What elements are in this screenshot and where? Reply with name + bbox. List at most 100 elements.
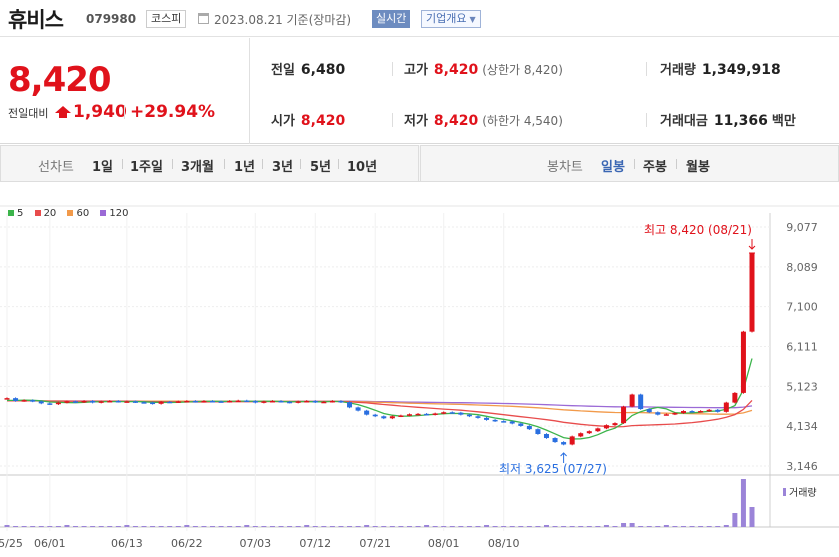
volume-bar [287,526,293,527]
volume-bar [269,526,275,527]
candle-body [655,412,661,415]
candle-body [201,400,207,403]
volume-bar [501,526,507,527]
period-3m[interactable]: 3개월 [181,160,214,175]
candle-body [689,411,695,413]
divider [392,62,393,76]
ma-legend: 5 20 60 120 [8,208,137,219]
volume-bar [723,525,729,527]
x-tick-label: 06/13 [111,537,143,550]
prev-close-cell: 전일 6,480 [271,59,345,78]
candle-body [355,407,361,411]
volume-value: 1,349,918 [701,62,781,78]
candle-body [47,403,53,405]
chevron-down-icon: ▼ [469,15,476,24]
candle-body [81,400,87,403]
volume-legend-swatch [783,488,786,496]
volume-bar [150,526,156,527]
upper-limit-note: (상한가 8,420) [482,63,563,77]
volume-bar [107,526,113,527]
candle-body [278,400,284,403]
divider [172,159,173,169]
volume-bar [158,526,164,527]
candle-body [441,412,447,414]
divider [224,159,225,169]
period-1y[interactable]: 1년 [234,160,256,175]
period-monthly[interactable]: 월봉 [686,160,710,175]
corp-info-dropdown[interactable]: 기업개요 ▼ [421,10,481,28]
candle-body [124,401,130,403]
volume-bar [535,526,541,527]
candle-body [586,431,592,434]
candle-body [406,414,412,416]
candle-body [501,421,507,423]
volume-bar [432,526,438,527]
volume-bar [347,526,353,527]
volume-bar [235,526,241,527]
candle-body [518,423,524,426]
volume-bar [458,526,464,527]
candle-body [372,414,378,417]
period-1d[interactable]: 1일 [92,160,114,175]
candle-body [30,400,36,402]
divider [122,159,123,169]
period-1w[interactable]: 1주일 [130,160,163,175]
divider [392,113,393,127]
open-value: 8,420 [300,113,346,129]
candle-body [732,392,738,403]
volume-bar [38,526,44,527]
candle-body [561,442,567,445]
volume-bar [90,526,96,527]
volume-bar [689,526,695,527]
candle-body [158,401,164,404]
volume-bar [629,523,635,527]
candle-body [364,410,370,415]
volume-bar [603,525,609,527]
period-weekly[interactable]: 주봉 [643,160,667,175]
period-daily[interactable]: 일봉 [601,160,625,175]
volume-bar [30,526,36,527]
volume-bar [492,526,498,527]
volume-bar [98,526,104,527]
high-annotation: 최고 8,420 (08/21) [644,223,752,237]
high-label: 고가 [404,63,428,78]
volume-bar [81,526,87,527]
divider [300,159,301,169]
candle-body [449,412,455,414]
low-label: 저가 [404,114,428,129]
candle-body [526,425,532,430]
price-change: 1,940 [73,102,127,122]
volume-bar [64,525,70,527]
prev-close-label: 전일 [271,63,295,78]
chart-canvas: 9,077 8,089 7,100 6,111 5,123 4,134 3,146 05/25… [0,205,839,550]
y-tick-label: 3,146 [786,460,818,473]
volume-bar [321,526,327,527]
candle-chart-label: 봉차트 [547,160,583,175]
period-10y[interactable]: 10년 [347,160,378,175]
y-tick-label: 9,077 [786,221,818,234]
high-arrow-icon [748,239,756,254]
volume-bar [466,526,472,527]
period-3y[interactable]: 3년 [272,160,294,175]
realtime-button[interactable]: 실시간 [372,10,411,28]
period-5y[interactable]: 5년 [310,160,332,175]
volume-bar [680,526,686,527]
amount-cell: 거래대금 11,366 백만 [660,110,802,129]
volume-bar [47,526,53,527]
ma5-line [7,358,753,440]
candle-body [492,419,498,422]
candlestick-chart[interactable]: 5 20 60 120 9,077 8,089 7,100 6,111 5,123 4,1… [0,183,839,557]
volume-bar [526,526,532,527]
volume-bar [381,526,387,527]
candle-body [218,401,224,403]
volume-cell: 거래량 1,349,918 [660,59,781,78]
volume-bar [132,526,138,527]
y-tick-label: 8,089 [786,261,818,274]
volume-bar [578,526,584,527]
volume-bar [569,526,575,527]
candle-body [381,416,387,419]
candle-body [175,401,181,403]
high-cell: 고가 8,420 (상한가 8,420) [404,59,563,78]
volume-bar [21,526,27,527]
candle-body [295,401,301,403]
